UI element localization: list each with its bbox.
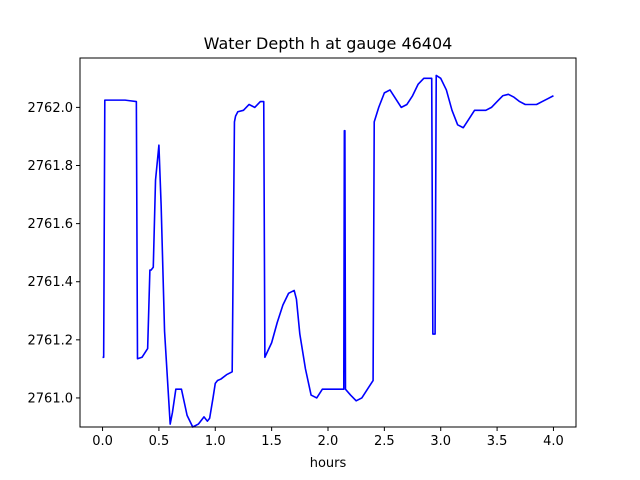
x-tick-label: 4.0 (543, 434, 564, 449)
x-tick-label: 1.0 (205, 434, 226, 449)
x-tick-label: 3.5 (487, 434, 508, 449)
series-line-0 (102, 74, 554, 428)
y-axis: 2761.0 2761.2 2761.4 2761.6 2761.8 2762.0 (28, 101, 80, 406)
y-tick-label: 2761.6 (28, 217, 74, 232)
x-axis: 0.0 0.5 1.0 1.5 2.0 2.5 3.0 3.5 4.0 (92, 427, 564, 449)
plot-area (102, 74, 554, 428)
x-tick-label: 2.0 (318, 434, 339, 449)
y-tick-label: 2762.0 (28, 101, 74, 116)
chart-title: Water Depth h at gauge 46404 (204, 34, 453, 53)
axes-frame (79, 57, 577, 428)
y-tick-label: 2761.0 (28, 391, 74, 406)
x-tick-label: 0.0 (92, 434, 113, 449)
x-tick-label: 1.5 (261, 434, 282, 449)
x-tick-label: 3.0 (430, 434, 451, 449)
y-tick-label: 2761.8 (28, 159, 74, 174)
x-tick-label: 2.5 (374, 434, 395, 449)
x-axis-title: hours (310, 456, 347, 471)
x-tick-label: 0.5 (149, 434, 170, 449)
y-tick-label: 2761.4 (28, 275, 74, 290)
y-tick-label: 2761.2 (28, 333, 74, 348)
